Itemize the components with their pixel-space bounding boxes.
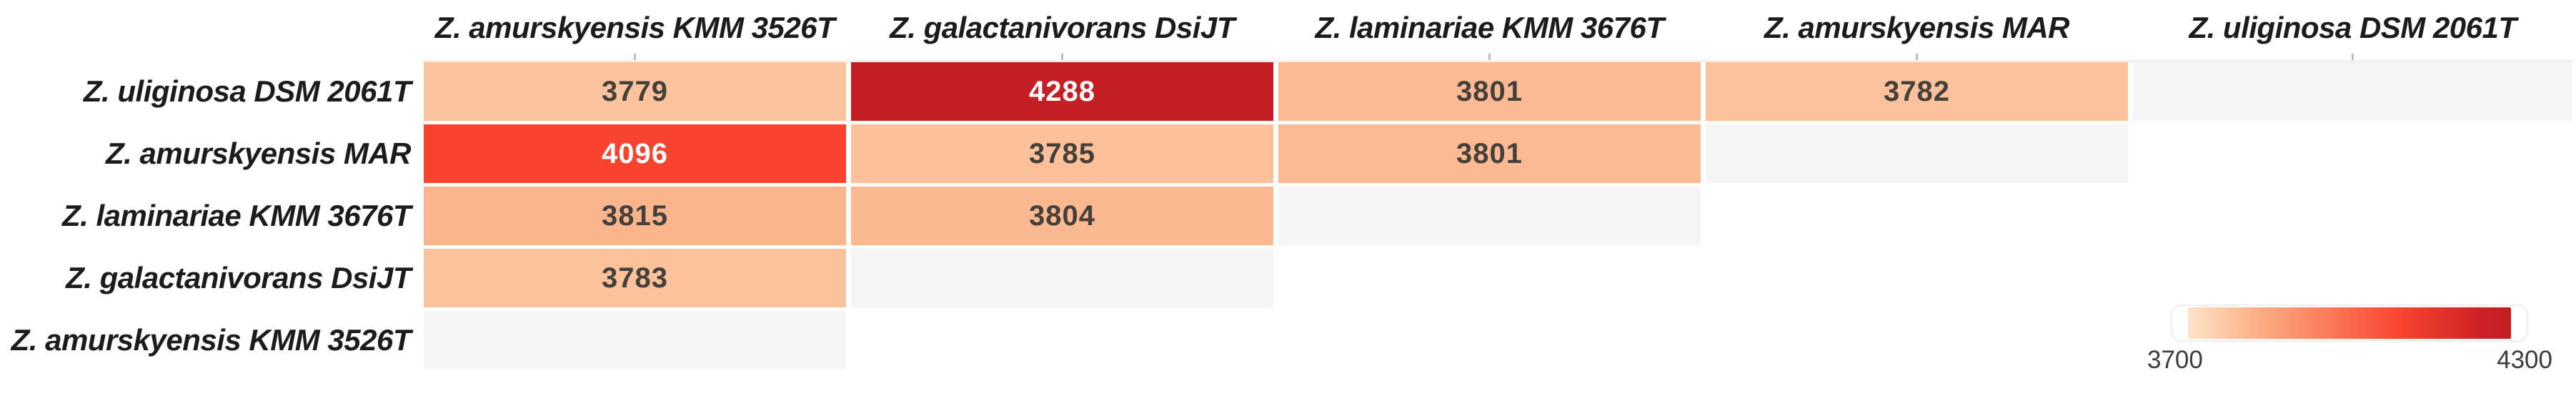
heatmap-cell-r3-c3 (1278, 187, 1701, 245)
heatmap-cell-r1-c2: 4288 (851, 62, 1273, 121)
heatmap-cell-r3-c2: 3804 (851, 187, 1273, 245)
heatmap-cell-r4-c2 (851, 249, 1273, 307)
column-header-label: Z. galactanivorans DsiJT (890, 10, 1235, 44)
column-header-2: Z. galactanivorans DsiJT (851, 0, 1273, 62)
heatmap-cell-r4-c5 (2133, 249, 2572, 307)
heatmap-cell-r5-c3 (1278, 311, 1701, 370)
column-header-3: Z. laminariae KMM 3676T (1278, 0, 1701, 62)
row-label-1: Z. uliginosa DSM 2061T (83, 74, 412, 108)
heatmap-cell-r3-c4 (1706, 187, 2128, 245)
heatmap-cell-r4-c4 (1706, 249, 2128, 307)
column-header-label: Z. laminariae KMM 3676T (1315, 10, 1664, 44)
colorbar-gradient (2188, 307, 2511, 339)
column-header-label: Z. uliginosa DSM 2061T (2189, 10, 2517, 44)
heatmap-cell-r3-c1: 3815 (424, 187, 846, 245)
heatmap-cell-r2-c5 (2133, 124, 2572, 183)
column-header-1: Z. amurskyensis KMM 3526T (424, 0, 846, 62)
column-tick (1488, 54, 1491, 62)
heatmap-cell-r1-c5 (2133, 62, 2572, 121)
column-tick (634, 54, 636, 62)
column-header-label: Z. amurskyensis MAR (1764, 10, 2070, 44)
colorbar-max-label: 4300 (2497, 346, 2552, 374)
heatmap-cell-r4-c1: 3783 (424, 249, 846, 307)
axis-top-line (424, 60, 2572, 62)
column-header-5: Z. uliginosa DSM 2061T (2133, 0, 2572, 62)
row-label-5: Z. amurskyensis KMM 3526T (11, 323, 412, 357)
heatmap-cell-r2-c3: 3801 (1278, 124, 1701, 183)
heatmap-cell-r1-c4: 3782 (1706, 62, 2128, 121)
column-tick (2352, 54, 2354, 62)
column-tick (1916, 54, 1918, 62)
colorbar-labels: 3700 4300 (2147, 346, 2552, 375)
heatmap-cell-r5-c2 (851, 311, 1273, 370)
heatmap-cell-r3-c5 (2133, 187, 2572, 245)
column-header-4: Z. amurskyensis MAR (1706, 0, 2128, 62)
heatmap-cell-r2-c1: 4096 (424, 124, 846, 183)
row-label-3: Z. laminariae KMM 3676T (61, 199, 412, 232)
colorbar-legend (2171, 305, 2528, 342)
heatmap-cell-r2-c4 (1706, 124, 2128, 183)
row-label-2: Z. amurskyensis MAR (106, 137, 412, 170)
heatmap-cell-r4-c3 (1278, 249, 1701, 307)
column-tick (1061, 54, 1063, 62)
heatmap-cell-r5-c1 (424, 311, 846, 370)
row-labels: Z. uliginosa DSM 2061T Z. amurskyensis MA… (0, 62, 412, 370)
heatmap-cell-r1-c3: 3801 (1278, 62, 1701, 121)
heatmap-cell-r1-c1: 3779 (424, 62, 846, 121)
column-header-label: Z. amurskyensis KMM 3526T (434, 10, 835, 44)
heatmap-cell-r2-c2: 3785 (851, 124, 1273, 183)
row-label-4: Z. galactanivorans DsiJT (66, 261, 411, 294)
heatmap-grid: 3779 4288 3801 3782 4096 3785 3801 3815 3804 3783 (424, 62, 2572, 370)
colorbar-min-label: 3700 (2147, 346, 2203, 374)
heatmap-cell-r5-c4 (1706, 311, 2128, 370)
column-headers: Z. amurskyensis KMM 3526T Z. galactanivor… (424, 0, 2572, 62)
